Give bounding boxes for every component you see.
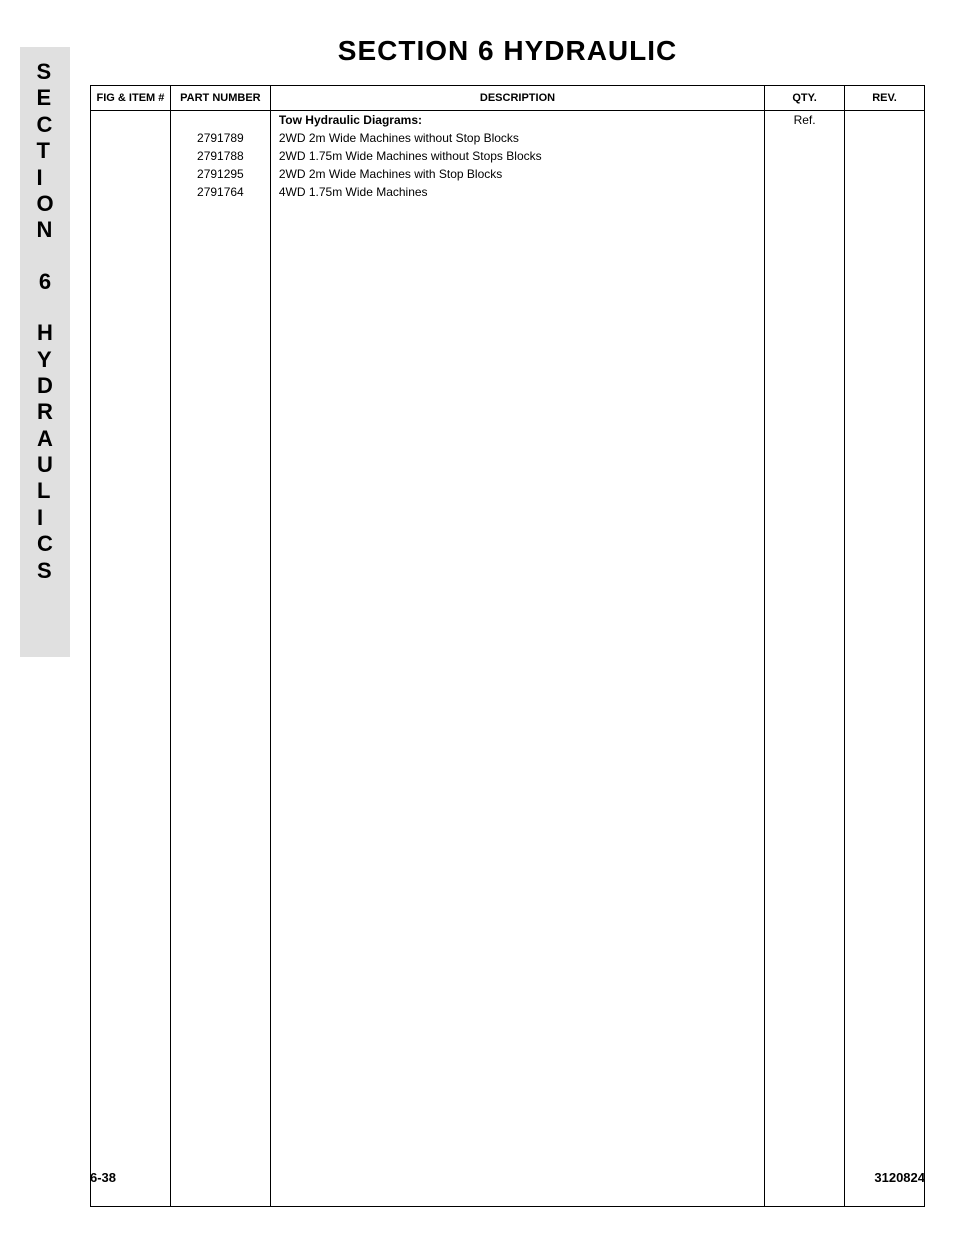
tab-char: U (37, 452, 53, 478)
table-row: 2791295 2WD 2m Wide Machines with Stop B… (91, 165, 925, 183)
cell-part: 2791788 (170, 147, 270, 165)
tab-char: C (37, 531, 53, 557)
section-tab: S E C T I O N 6 H Y D R A U L I C S (20, 47, 70, 657)
header-description: DESCRIPTION (270, 86, 764, 111)
cell-part (170, 201, 270, 1206)
cell-fig (91, 129, 171, 147)
tab-char: Y (37, 347, 53, 373)
cell-desc-heading: Tow Hydraulic Diagrams: (270, 111, 764, 130)
cell-desc: 2WD 2m Wide Machines with Stop Blocks (270, 165, 764, 183)
tab-char: E (36, 85, 53, 111)
cell-desc: 2WD 1.75m Wide Machines without Stops Bl… (270, 147, 764, 165)
tab-char: T (36, 138, 53, 164)
cell-rev (845, 111, 925, 130)
page-footer: 6-38 3120824 (90, 1170, 925, 1185)
header-fig-item: FIG & ITEM # (91, 86, 171, 111)
cell-rev (845, 183, 925, 201)
page-content: SECTION 6 HYDRAULIC FIG & ITEM # PART NU… (90, 35, 925, 1207)
tab-char: L (37, 478, 53, 504)
tab-text-section: S E C T I O N (36, 59, 53, 244)
table-header-row: FIG & ITEM # PART NUMBER DESCRIPTION QTY… (91, 86, 925, 111)
header-part-number: PART NUMBER (170, 86, 270, 111)
tab-text-hydraulics: H Y D R A U L I C S (37, 320, 53, 584)
cell-qty (765, 165, 845, 183)
tab-char: H (37, 320, 53, 346)
cell-rev (845, 201, 925, 1206)
section-title: SECTION 6 HYDRAULIC (90, 35, 925, 67)
cell-part: 2791764 (170, 183, 270, 201)
table-row: 2791788 2WD 1.75m Wide Machines without … (91, 147, 925, 165)
cell-desc: 4WD 1.75m Wide Machines (270, 183, 764, 201)
cell-qty: Ref. (765, 111, 845, 130)
tab-char: C (36, 112, 53, 138)
cell-desc (270, 201, 764, 1206)
header-rev: REV. (845, 86, 925, 111)
table-row: 2791789 2WD 2m Wide Machines without Sto… (91, 129, 925, 147)
page-number: 6-38 (90, 1170, 116, 1185)
tab-char: A (37, 426, 53, 452)
cell-fig (91, 111, 171, 130)
tab-char: S (36, 59, 53, 85)
tab-char: D (37, 373, 53, 399)
parts-table: FIG & ITEM # PART NUMBER DESCRIPTION QTY… (90, 85, 925, 1207)
cell-fig (91, 201, 171, 1206)
cell-rev (845, 165, 925, 183)
cell-qty (765, 129, 845, 147)
table-row: Tow Hydraulic Diagrams: Ref. (91, 111, 925, 130)
table-filler (91, 201, 925, 1206)
tab-char: N (36, 217, 53, 243)
tab-char: I (37, 505, 53, 531)
tab-char: O (36, 191, 53, 217)
cell-fig (91, 165, 171, 183)
tab-number: 6 (39, 269, 51, 295)
cell-rev (845, 147, 925, 165)
cell-fig (91, 183, 171, 201)
tab-char: I (36, 165, 53, 191)
tab-char: R (37, 399, 53, 425)
cell-part: 2791789 (170, 129, 270, 147)
cell-part: 2791295 (170, 165, 270, 183)
tab-char: S (37, 558, 53, 584)
cell-rev (845, 129, 925, 147)
cell-desc: 2WD 2m Wide Machines without Stop Blocks (270, 129, 764, 147)
cell-fig (91, 147, 171, 165)
table-row: 2791764 4WD 1.75m Wide Machines (91, 183, 925, 201)
cell-qty (765, 183, 845, 201)
header-qty: QTY. (765, 86, 845, 111)
document-number: 3120824 (874, 1170, 925, 1185)
cell-qty (765, 201, 845, 1206)
cell-qty (765, 147, 845, 165)
cell-part (170, 111, 270, 130)
